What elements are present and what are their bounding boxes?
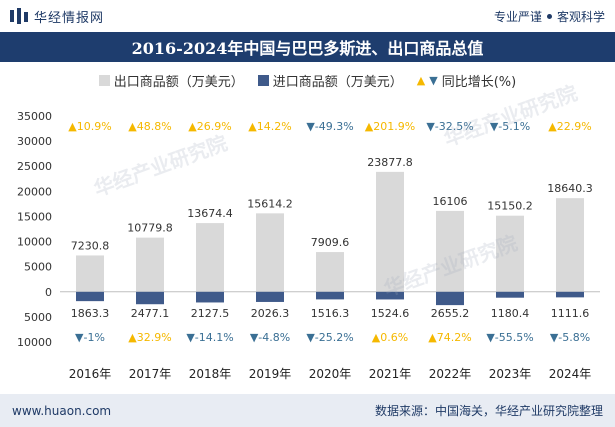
triangle-up-icon: ▲ bbox=[416, 73, 426, 87]
import-value-label: 1524.6 bbox=[371, 307, 410, 320]
y-tick-label: 5000 bbox=[24, 311, 52, 324]
y-tick-label: 15000 bbox=[17, 210, 52, 223]
export-value-label: 16106 bbox=[433, 195, 468, 208]
export-growth-label: ▲48.8% bbox=[128, 120, 171, 133]
import-growth-label: ▼-25.2% bbox=[306, 331, 353, 344]
import-growth-label: ▼-4.8% bbox=[250, 331, 290, 344]
import-bar bbox=[376, 291, 404, 300]
import-value-label: 1180.4 bbox=[491, 307, 530, 320]
import-value-label: 2655.2 bbox=[431, 307, 470, 320]
export-bar bbox=[196, 223, 224, 292]
y-tick-label: 20000 bbox=[17, 185, 52, 198]
export-value-label: 23877.8 bbox=[367, 156, 413, 169]
import-growth-label: ▼-5.8% bbox=[550, 331, 590, 344]
brand-name: 华经情报网 bbox=[34, 10, 105, 26]
footer-website[interactable]: www.huaon.com bbox=[12, 403, 112, 418]
import-bar bbox=[556, 291, 584, 298]
x-tick-label: 2022年 bbox=[429, 367, 472, 381]
import-value-label: 1863.3 bbox=[71, 307, 110, 320]
legend-export-label: 出口商品额（万美元） bbox=[113, 74, 244, 90]
export-bar bbox=[316, 252, 344, 292]
import-bar bbox=[316, 291, 344, 300]
x-tick-label: 2024年 bbox=[549, 367, 592, 381]
export-bar bbox=[136, 237, 164, 292]
chart-title: 2016-2024年中国与巴巴多斯进、出口商品总值 bbox=[131, 39, 484, 58]
import-growth-label: ▲32.9% bbox=[128, 331, 171, 344]
import-bar bbox=[436, 291, 464, 306]
y-tick-label: 35000 bbox=[17, 110, 52, 123]
import-growth-label: ▲74.2% bbox=[428, 331, 471, 344]
slogan-right: 客观科学 bbox=[556, 9, 605, 24]
slogan-left: 专业严谨 bbox=[493, 9, 542, 24]
legend-export: 出口商品额（万美元） bbox=[98, 71, 244, 90]
export-growth-label: ▲14.2% bbox=[248, 120, 291, 133]
import-bar bbox=[496, 291, 524, 298]
y-tick-label: 5000 bbox=[24, 261, 52, 274]
export-bar bbox=[256, 213, 284, 292]
export-value-label: 7230.8 bbox=[71, 239, 110, 252]
dot-icon bbox=[546, 13, 552, 19]
triangle-down-icon: ▼ bbox=[429, 73, 438, 87]
title-bar: 2016-2024年中国与巴巴多斯进、出口商品总值 bbox=[0, 32, 615, 62]
legend-growth: ▲ ▼ 同比增长(%) bbox=[417, 71, 516, 90]
export-growth-label: ▼-5.1% bbox=[490, 120, 530, 133]
export-value-label: 15614.2 bbox=[247, 197, 293, 210]
import-growth-label: ▼-1% bbox=[75, 331, 105, 344]
x-tick-label: 2020年 bbox=[309, 367, 352, 381]
export-growth-label: ▲22.9% bbox=[548, 120, 591, 133]
y-tick-label: 30000 bbox=[17, 135, 52, 148]
footer: www.huaon.com 数据来源：中国海关，华经产业研究院整理 bbox=[0, 394, 615, 427]
export-value-label: 10779.8 bbox=[127, 222, 173, 235]
import-swatch-icon bbox=[257, 74, 269, 86]
import-bar bbox=[256, 291, 284, 302]
export-bar bbox=[496, 215, 524, 292]
export-growth-label: ▼-49.3% bbox=[306, 120, 353, 133]
import-growth-label: ▼-14.1% bbox=[186, 331, 233, 344]
import-value-label: 1516.3 bbox=[311, 307, 350, 320]
legend-import-label: 进口商品额（万美元） bbox=[272, 74, 403, 90]
import-bar bbox=[196, 291, 224, 303]
import-value-label: 2127.5 bbox=[191, 307, 230, 320]
import-bar bbox=[76, 291, 104, 302]
bar-chart: 35000 30000 25000 20000 15000 10000 5000 0 5000 1… bbox=[17, 110, 600, 381]
brand[interactable]: 华经情报网 bbox=[10, 7, 104, 26]
y-tick-label: 10000 bbox=[17, 236, 52, 249]
y-tick-label: 0 bbox=[45, 286, 52, 299]
export-value-label: 18640.3 bbox=[547, 182, 593, 195]
slogan: 专业严谨 客观科学 bbox=[494, 8, 605, 25]
import-value-label: 2477.1 bbox=[131, 307, 170, 320]
export-growth-label: ▲26.9% bbox=[188, 120, 231, 133]
x-tick-label: 2021年 bbox=[369, 367, 412, 381]
export-bar bbox=[436, 210, 464, 292]
x-tick-label: 2019年 bbox=[249, 367, 292, 381]
export-growth-label: ▲10.9% bbox=[68, 120, 111, 133]
x-tick-label: 2016年 bbox=[69, 367, 112, 381]
import-growth-label: ▼-55.5% bbox=[486, 331, 533, 344]
x-tick-label: 2023年 bbox=[489, 367, 532, 381]
import-bar bbox=[136, 291, 164, 305]
export-bar bbox=[556, 198, 584, 292]
footer-source: 数据来源：中国海关，华经产业研究院整理 bbox=[374, 404, 603, 418]
import-value-label: 1111.6 bbox=[551, 307, 590, 320]
y-tick-label: 25000 bbox=[17, 160, 52, 173]
x-tick-label: 2017年 bbox=[129, 367, 172, 381]
top-bar: 华经情报网 专业严谨 客观科学 bbox=[0, 0, 615, 32]
export-growth-label: ▲201.9% bbox=[365, 120, 415, 133]
export-growth-label: ▼-32.5% bbox=[426, 120, 473, 133]
x-tick-label: 2018年 bbox=[189, 367, 232, 381]
export-value-label: 7909.6 bbox=[311, 236, 350, 249]
export-bar bbox=[376, 171, 404, 292]
y-tick-label: 10000 bbox=[17, 336, 52, 349]
import-value-label: 2026.3 bbox=[251, 307, 290, 320]
legend-import: 进口商品额（万美元） bbox=[257, 71, 403, 90]
export-bar bbox=[76, 255, 104, 292]
export-value-label: 15150.2 bbox=[487, 200, 533, 213]
logo-icon bbox=[10, 8, 28, 24]
chart-legend: 出口商品额（万美元） 进口商品额（万美元） ▲ ▼ 同比增长(%) bbox=[0, 70, 615, 90]
legend-growth-label: 同比增长(%) bbox=[441, 74, 517, 90]
import-growth-label: ▲0.6% bbox=[372, 331, 408, 344]
export-swatch-icon bbox=[98, 74, 110, 86]
export-value-label: 13674.4 bbox=[187, 207, 233, 220]
